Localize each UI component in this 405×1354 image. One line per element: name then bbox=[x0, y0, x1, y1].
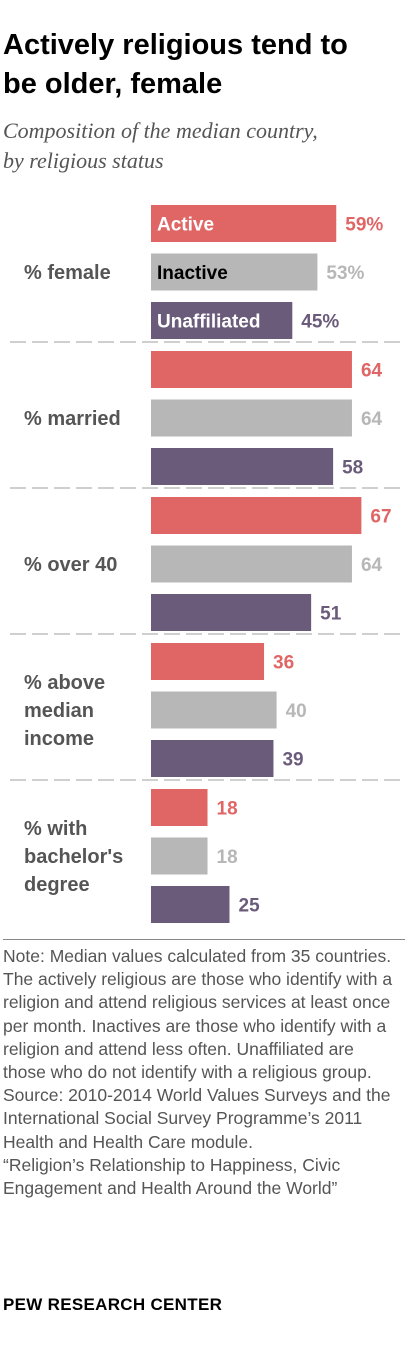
value-label: 18 bbox=[217, 799, 238, 820]
bar-chart: % female Active 59% Inactive 53% Unaffiliated… bbox=[10, 205, 405, 923]
category-label: % married bbox=[24, 408, 121, 430]
bar-inactive bbox=[151, 253, 318, 291]
value-label: 25 bbox=[239, 896, 261, 917]
bar-unaffiliated bbox=[151, 740, 274, 777]
bar-active bbox=[151, 789, 208, 826]
category-label: degree bbox=[24, 874, 90, 896]
legend-label-unaffiliated: Unaffiliated bbox=[157, 312, 260, 333]
chart-subtitle-line-1: Composition of the median country, bbox=[3, 118, 318, 143]
note-text: Note: Median values calculated from 35 c… bbox=[3, 946, 393, 1083]
category-label: % above bbox=[24, 672, 105, 694]
notes-block: Note: Median values calculated from 35 c… bbox=[3, 945, 401, 1200]
bar-inactive bbox=[151, 837, 208, 875]
bar-inactive bbox=[151, 399, 352, 437]
value-label: 53% bbox=[326, 263, 364, 284]
legend-label-active: Active bbox=[157, 215, 214, 236]
value-label: 36 bbox=[273, 653, 294, 674]
bar-unaffiliated bbox=[151, 886, 230, 923]
value-label: 64 bbox=[361, 409, 383, 430]
chart-subtitle-line-2: by religious status bbox=[3, 148, 164, 173]
value-label: 64 bbox=[361, 555, 383, 576]
category-label: % female bbox=[24, 262, 111, 284]
bar-active bbox=[151, 643, 265, 680]
bar-unaffiliated bbox=[151, 594, 312, 631]
legend-label-inactive: Inactive bbox=[157, 263, 228, 284]
category-label: bachelor's bbox=[24, 846, 123, 868]
notes-divider bbox=[3, 939, 405, 940]
report-title: “Religion’s Relationship to Happiness, C… bbox=[3, 1154, 341, 1199]
value-label: 59% bbox=[345, 215, 383, 236]
chart-title-line-1: Actively religious tend to bbox=[3, 29, 348, 61]
bar-active bbox=[151, 351, 352, 388]
bar-unaffiliated bbox=[151, 448, 334, 485]
category-label: % over 40 bbox=[24, 554, 117, 576]
category-label: % with bbox=[24, 818, 87, 840]
bar-active bbox=[151, 497, 362, 534]
value-label: 58 bbox=[342, 458, 363, 479]
category-label: median bbox=[24, 700, 94, 722]
value-label: 64 bbox=[361, 361, 383, 382]
source-text: Source: 2010-2014 World Values Surveys a… bbox=[3, 1085, 391, 1152]
chart-subtitle: Composition of the median country, by re… bbox=[3, 116, 403, 176]
bar-inactive bbox=[151, 545, 352, 583]
bar-active bbox=[151, 205, 337, 242]
chart-title-line-2: be older, female bbox=[3, 68, 223, 100]
bar-unaffiliated bbox=[151, 302, 293, 339]
value-label: 67 bbox=[370, 507, 391, 528]
pew-logo-text: PEW RESEARCH CENTER bbox=[3, 1295, 223, 1314]
value-label: 45% bbox=[301, 312, 339, 333]
category-label: income bbox=[24, 728, 94, 750]
value-label: 51 bbox=[320, 604, 342, 625]
value-label: 39 bbox=[282, 750, 303, 771]
value-label: 40 bbox=[286, 701, 307, 722]
bar-inactive bbox=[151, 691, 277, 729]
value-label: 18 bbox=[217, 847, 238, 868]
chart-title: Actively religious tend to be older, fem… bbox=[3, 26, 403, 104]
